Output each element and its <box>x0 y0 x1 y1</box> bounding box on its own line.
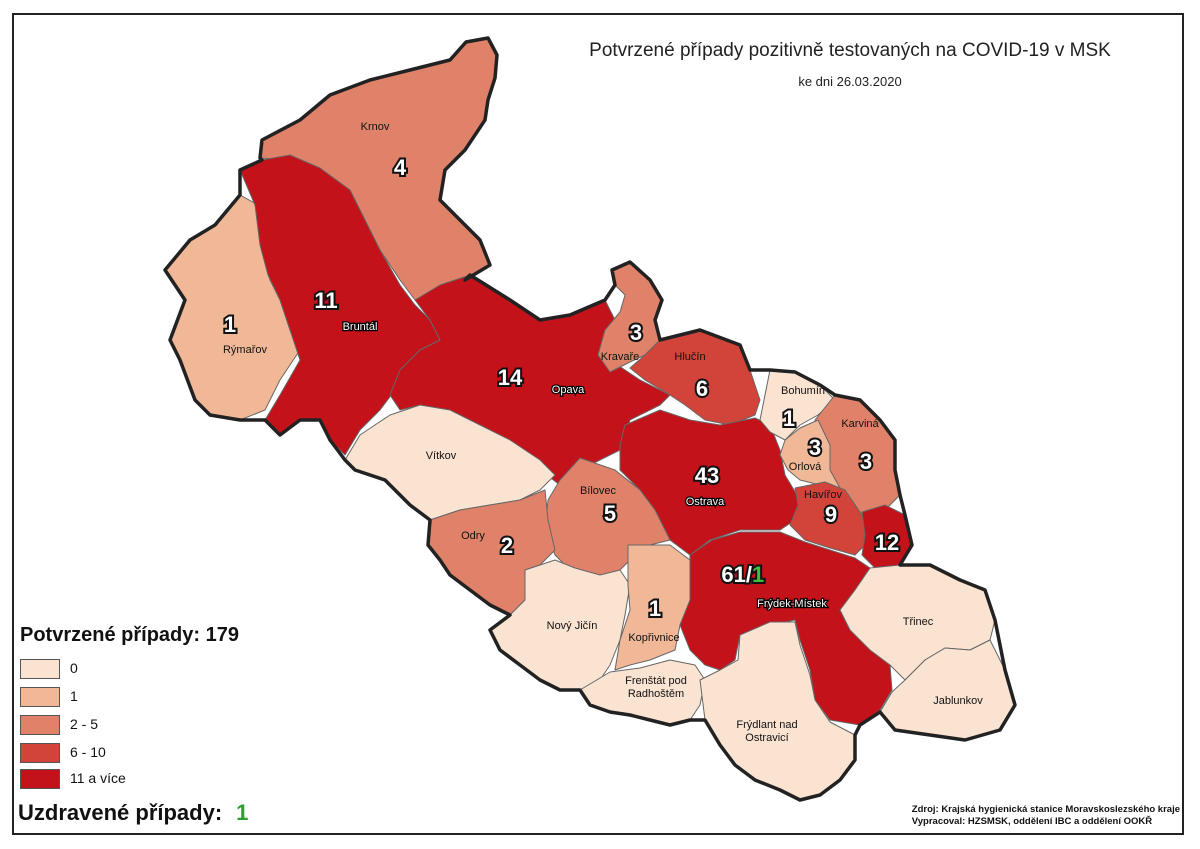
label-koprivnice: Kopřivnice <box>628 632 679 644</box>
legend-swatch <box>20 659 60 680</box>
count-bilovec: 5 <box>604 501 616 526</box>
label-orlova: Orlová <box>789 461 822 473</box>
label-frydlant-1: Frýdlant nad <box>736 719 797 731</box>
source-line-2: Vypracoval: HZSMSK, oddělení IBC a odděl… <box>911 816 1153 827</box>
label-frydek-mistek: Frýdek-Místek <box>757 598 827 610</box>
count-rymarov: 1 <box>224 312 236 337</box>
label-kravare: Kravaře <box>601 351 640 363</box>
label-havirov: Havířov <box>804 489 842 501</box>
label-rymarov: Rýmařov <box>223 344 268 356</box>
count-orlova: 3 <box>809 435 821 460</box>
legend-label: 1 <box>70 688 78 704</box>
recovered-value: 1 <box>236 800 249 825</box>
region-bruntal[interactable] <box>239 154 441 456</box>
region-havirov[interactable] <box>789 481 871 556</box>
label-bohumin: Bohumín <box>781 385 825 397</box>
label-trinec: Třinec <box>903 616 934 628</box>
legend-swatch <box>20 715 60 736</box>
legend-swatch <box>20 687 60 708</box>
legend-item-2: 2 - 5 <box>20 714 99 736</box>
legend-item-1: 1 <box>20 686 78 708</box>
legend-swatch <box>20 769 60 790</box>
legend-label: 0 <box>70 660 78 676</box>
count-hlucin: 6 <box>696 376 708 401</box>
legend-item-0: 0 <box>20 658 78 680</box>
legend-title: Potvrzené případy: 179 <box>20 624 239 646</box>
label-frenstat-2: Radhoštěm <box>628 688 684 700</box>
label-frenstat-1: Frenštát pod <box>625 675 687 687</box>
legend-item-3: 6 - 10 <box>20 742 106 764</box>
label-jablunkov: Jablunkov <box>933 695 983 707</box>
count-opava: 14 <box>498 365 523 390</box>
map-frame <box>12 13 1184 835</box>
legend-label: 6 - 10 <box>70 744 106 760</box>
map-title: Potvrzené případy pozitivně testovaných … <box>589 40 1111 61</box>
count-odry: 2 <box>501 533 513 558</box>
label-ostrava: Ostrava <box>686 496 725 508</box>
count-karvina: 3 <box>860 449 872 474</box>
label-karvina: Karviná <box>841 418 879 430</box>
count-frydek-mistek: 61/ <box>721 562 752 587</box>
count-bruntal: 11 <box>314 288 337 313</box>
legend-label: 11 a více <box>70 770 126 786</box>
source-note: Zdroj: Krajská hygienická stanice Moravs… <box>912 804 1180 828</box>
source-line-1: Zdroj: Krajská hygienická stanice Moravs… <box>911 804 1180 815</box>
count-ostrava: 43 <box>695 463 719 488</box>
label-novy-jicin: Nový Jičín <box>547 620 598 632</box>
label-bilovec: Bílovec <box>580 485 617 497</box>
recovered-summary: Uzdravené případy: 1 <box>18 800 248 826</box>
legend-label: 2 - 5 <box>70 716 99 732</box>
legend-item-4: 11 a více <box>20 768 126 790</box>
count-koprivnice: 1 <box>649 596 661 621</box>
count-trinec-east: 12 <box>875 530 899 555</box>
count-bohumin: 1 <box>783 406 795 431</box>
recovered-label: Uzdravené případy: <box>18 800 223 825</box>
label-odry: Odry <box>461 530 485 542</box>
region-koprivnice[interactable] <box>614 544 691 671</box>
map-subtitle: ke dni 26.03.2020 <box>798 74 902 89</box>
label-vitkov: Vítkov <box>426 450 457 462</box>
label-opava: Opava <box>552 384 585 396</box>
count-krnov: 4 <box>394 155 407 180</box>
count-frydek-mistek-recovered: 1 <box>752 562 764 587</box>
count-havirov: 9 <box>825 502 837 527</box>
label-frydlant-2: Ostravicí <box>745 732 788 744</box>
label-hlucin: Hlučín <box>674 351 705 363</box>
region-outline <box>163 36 1017 802</box>
label-krnov: Krnov <box>361 121 390 133</box>
count-kravare: 3 <box>630 320 642 345</box>
legend-swatch <box>20 743 60 764</box>
label-bruntal: Bruntál <box>343 321 378 333</box>
